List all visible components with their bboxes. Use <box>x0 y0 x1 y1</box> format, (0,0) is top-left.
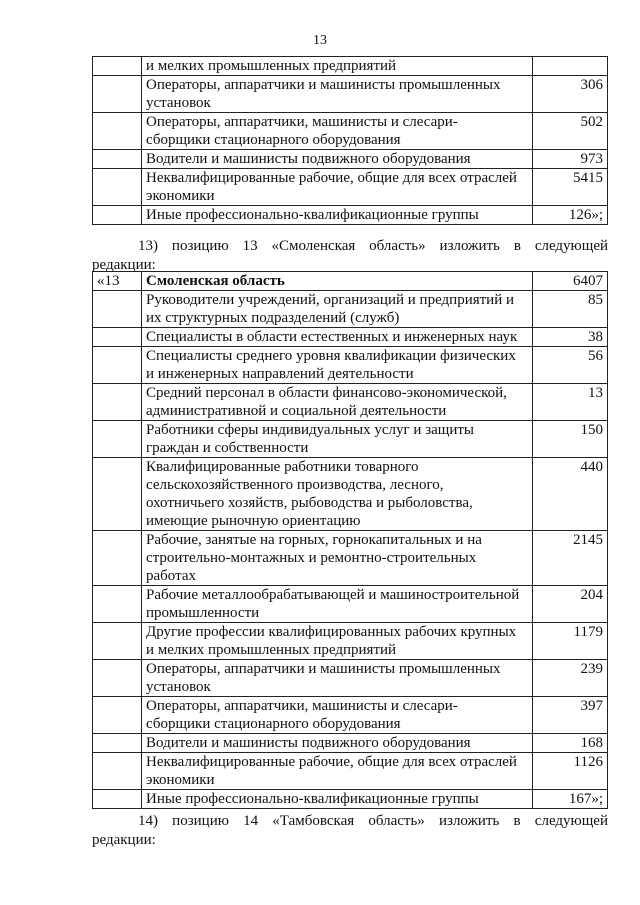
position-number <box>92 659 142 697</box>
position-number <box>92 290 142 328</box>
group-count: 306 <box>532 75 608 113</box>
table-row: Рабочие, занятые на горных, горнокапитал… <box>92 530 608 586</box>
position-number <box>92 205 142 225</box>
group-count: 239 <box>532 659 608 697</box>
group-name: Средний персонал в области финансово-эко… <box>141 383 533 421</box>
position-number <box>92 696 142 734</box>
group-name: Операторы, аппаратчики, машинисты и слес… <box>141 112 533 150</box>
paragraph-13-line2: редакции: <box>92 257 156 273</box>
group-name: Специалисты среднего уровня квалификации… <box>141 346 533 384</box>
group-name: Рабочие металлообрабатывающей и машиност… <box>141 585 533 623</box>
table-row: Неквалифицированные рабочие, общие для в… <box>92 168 608 206</box>
position-number <box>92 75 142 113</box>
table-row: Операторы, аппаратчики и машинисты промы… <box>92 75 608 113</box>
table-row: Специалисты среднего уровня квалификации… <box>92 346 608 384</box>
table-row: Водители и машинисты подвижного оборудов… <box>92 149 608 169</box>
position-number <box>92 622 142 660</box>
group-count: 150 <box>532 420 608 458</box>
group-count: 5415 <box>532 168 608 206</box>
position-number <box>92 530 142 586</box>
paragraph-14: 14) позицию 14 «Тамбовская область» изло… <box>92 812 608 850</box>
group-count: 126»; <box>532 205 608 225</box>
group-name: Водители и машинисты подвижного оборудов… <box>141 149 533 169</box>
group-name: Неквалифицированные рабочие, общие для в… <box>141 168 533 206</box>
group-count <box>532 56 608 76</box>
table-row: Водители и машинисты подвижного оборудов… <box>92 733 608 753</box>
group-name: Неквалифицированные рабочие, общие для в… <box>141 752 533 790</box>
group-name: и мелких промышленных предприятий <box>141 56 533 76</box>
group-name: Другие профессии квалифицированных рабоч… <box>141 622 533 660</box>
group-count: 397 <box>532 696 608 734</box>
group-name: Операторы, аппаратчики, машинисты и слес… <box>141 696 533 734</box>
table-row: Иные профессионально-квалификационные гр… <box>92 789 608 809</box>
table-row: Операторы, аппаратчики, машинисты и слес… <box>92 112 608 150</box>
position-number <box>92 383 142 421</box>
group-name: Руководители учреждений, организаций и п… <box>141 290 533 328</box>
table-row: Иные профессионально-квалификационные гр… <box>92 205 608 225</box>
position-number <box>92 56 142 76</box>
position-number <box>92 346 142 384</box>
paragraph-14-line2: редакции: <box>92 832 156 848</box>
group-count: 38 <box>532 327 608 347</box>
group-name: Квалифицированные работники товарного се… <box>141 457 533 531</box>
table-row: Неквалифицированные рабочие, общие для в… <box>92 752 608 790</box>
table-row: Специалисты в области естественных и инж… <box>92 327 608 347</box>
group-count: 13 <box>532 383 608 421</box>
position-number <box>92 457 142 531</box>
position-number <box>92 420 142 458</box>
position-number <box>92 733 142 753</box>
table-row: Операторы, аппаратчики, машинисты и слес… <box>92 696 608 734</box>
group-count: 2145 <box>532 530 608 586</box>
group-count: 1126 <box>532 752 608 790</box>
table-row: Другие профессии квалифицированных рабоч… <box>92 622 608 660</box>
group-name: Водители и машинисты подвижного оборудов… <box>141 733 533 753</box>
group-name: Операторы, аппаратчики и машинисты промы… <box>141 75 533 113</box>
position-number <box>92 327 142 347</box>
table-row: Операторы, аппаратчики и машинисты промы… <box>92 659 608 697</box>
page-number: 13 <box>313 33 327 48</box>
group-count: 502 <box>532 112 608 150</box>
group-name: Работники сферы индивидуальных услуг и з… <box>141 420 533 458</box>
table-row: Руководители учреждений, организаций и п… <box>92 290 608 328</box>
paragraph-13: 13) позицию 13 «Смоленская область» изло… <box>92 237 608 275</box>
group-name: Рабочие, занятые на горных, горнокапитал… <box>141 530 533 586</box>
group-count: 168 <box>532 733 608 753</box>
position-number <box>92 149 142 169</box>
group-name: Иные профессионально-квалификационные гр… <box>141 205 533 225</box>
group-name: Иные профессионально-квалификационные гр… <box>141 789 533 809</box>
table-row: Рабочие металлообрабатывающей и машиност… <box>92 585 608 623</box>
position-number: «13 <box>92 271 142 291</box>
paragraph-14-line1: 14) позицию 14 «Тамбовская область» изло… <box>138 813 608 829</box>
table-row: Работники сферы индивидуальных услуг и з… <box>92 420 608 458</box>
position-number <box>92 789 142 809</box>
position-number <box>92 112 142 150</box>
group-count: 440 <box>532 457 608 531</box>
table-row: Средний персонал в области финансово-эко… <box>92 383 608 421</box>
table-continuation: и мелких промышленных предприятий Операто… <box>92 56 608 225</box>
position-number <box>92 752 142 790</box>
group-count: 973 <box>532 149 608 169</box>
group-count: 85 <box>532 290 608 328</box>
table-row: Квалифицированные работники товарного се… <box>92 457 608 531</box>
group-name: Операторы, аппаратчики и машинисты промы… <box>141 659 533 697</box>
group-count: 204 <box>532 585 608 623</box>
paragraph-13-line1: 13) позицию 13 «Смоленская область» изло… <box>138 238 608 254</box>
table-row-header: «13 Смоленская область 6407 <box>92 271 608 291</box>
position-number <box>92 168 142 206</box>
group-count: 1179 <box>532 622 608 660</box>
group-count: 56 <box>532 346 608 384</box>
position-number <box>92 585 142 623</box>
table-smolensk: «13 Смоленская область 6407 Руководители… <box>92 271 608 809</box>
table-row: и мелких промышленных предприятий <box>92 56 608 76</box>
group-name: Специалисты в области естественных и инж… <box>141 327 533 347</box>
region-name: Смоленская область <box>141 271 533 291</box>
group-count: 167»; <box>532 789 608 809</box>
region-total: 6407 <box>532 271 608 291</box>
